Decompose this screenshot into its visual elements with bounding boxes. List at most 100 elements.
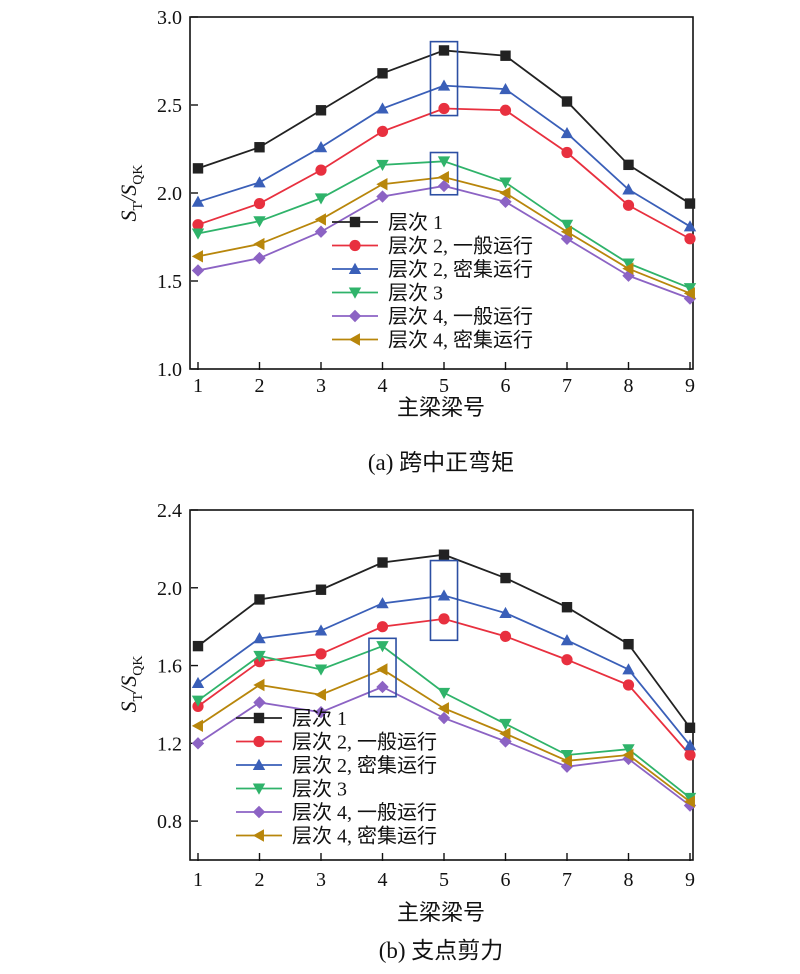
panel-a-series-5-point <box>376 190 389 203</box>
panel-b-plot-frame <box>189 509 694 861</box>
panel-a-series-3-point <box>437 79 451 91</box>
panel-b-series-5-point <box>314 706 328 719</box>
panel-a-y-tick-label: 2.0 <box>157 183 182 205</box>
panel-a-series-6-point <box>499 186 511 200</box>
panel-b-x-tick-label: 1 <box>193 869 203 891</box>
panel-b-y-tick-label: 1.6 <box>157 656 182 678</box>
panel-a-series-1-point <box>315 105 327 116</box>
panel-a-series-3-point <box>376 102 389 114</box>
panel-a-series-3-point <box>499 82 512 95</box>
panel-a-legend-marker <box>348 262 362 274</box>
panel-b-y-tick-label: 2.0 <box>157 578 182 600</box>
panel-a-series-3-point <box>683 220 697 232</box>
panel-b-series-1-point <box>438 549 450 560</box>
panel-b-series-1-point <box>315 584 327 595</box>
panel-b-series-3-point <box>376 597 389 609</box>
panel-b-series-3-point <box>560 634 574 646</box>
panel-a-series-3-point <box>314 141 328 153</box>
panel-b-series-6-point <box>683 795 695 808</box>
panel-b-x-tick-label: 2 <box>255 869 265 891</box>
panel-a-legend-marker <box>348 287 362 299</box>
panel-b-series-6-point <box>560 754 572 768</box>
panel-a-y-label-sub-qk: QK <box>131 165 146 185</box>
panel-a-legend-marker <box>348 333 360 346</box>
panel-b-series-3-point <box>683 739 697 751</box>
panel-a-series-1-point <box>438 45 450 56</box>
panel-a-legend-marker <box>349 216 361 228</box>
panel-a-y-label-sub-t: T <box>131 201 146 210</box>
panel-a-series-2-point <box>499 104 512 116</box>
panel-a-series-6-point <box>622 262 634 275</box>
panel-b-chart: 1 2 3 4 5 6 7 8 9 0.8 1.2 1.6 2.0 2.4 层次 1层次 2, 一般运行层… <box>116 500 697 963</box>
panel-a-legend-label: 层次 2, 一般运行 <box>388 235 533 258</box>
panel-b-legend-marker <box>252 805 266 819</box>
panel-b-series-3-point <box>437 589 451 601</box>
panel-a-x-tick-label: 5 <box>439 375 449 397</box>
panel-b-series-3-point <box>191 676 205 689</box>
panel-b-legend-label: 层次 3 <box>292 778 347 801</box>
panel-a-legend-label: 层次 2, 密集运行 <box>388 258 533 281</box>
panel-b-legend-marker <box>253 735 265 748</box>
panel-b-series-5-point <box>191 737 205 750</box>
panel-a-series-1-point <box>192 163 204 174</box>
panel-b-legend-marker <box>252 783 266 795</box>
panel-a-series-5-point <box>253 251 266 265</box>
panel-b-x-tick-label: 9 <box>685 869 695 891</box>
panel-b-x-tick-label: 4 <box>378 869 388 891</box>
panel-a-series-2-point <box>253 197 266 210</box>
panel-a-series-2-point <box>376 125 389 137</box>
panel-a-x-tick-label: 3 <box>316 375 326 397</box>
panel-b-series-2-point <box>684 749 696 761</box>
panel-a-x-tick-label: 2 <box>255 375 265 397</box>
panel-b-series-1-point <box>254 594 265 605</box>
panel-a-series-4-point <box>376 159 389 172</box>
panel-b-series-2-point <box>622 679 635 691</box>
panel-a-legend-label: 层次 1 <box>388 211 443 234</box>
panel-a-series-6-point <box>683 287 695 300</box>
panel-a-series-4-point <box>314 193 328 205</box>
panel-b-legend-label: 层次 4, 一般运行 <box>292 801 437 824</box>
panel-a-chart: 1 2 3 4 5 6 7 8 9 1.0 1.5 2.0 2.5 3.0 层次 1层次 2, 一般运行层… <box>116 7 697 475</box>
panel-b-legend-label: 层次 2, 密集运行 <box>292 754 437 777</box>
panel-b-marks: 1 2 3 4 5 6 7 8 9 0.8 1.2 1.6 2.0 2.4 <box>157 500 697 891</box>
panel-a-plot-frame <box>189 16 694 370</box>
panel-b-series-1-point <box>684 722 696 733</box>
panel-b-x-tick-label: 6 <box>501 869 511 891</box>
panel-b-legend-marker <box>252 758 266 770</box>
panel-b-x-tick-label: 5 <box>439 869 449 891</box>
panel-a-series-1-point <box>254 142 265 153</box>
panel-b-y-label-sub-t: T <box>131 692 146 701</box>
panel-b-series-4-point <box>622 744 635 756</box>
panel-a-series-3-point <box>622 183 635 195</box>
panel-b-series-4-point <box>314 664 328 676</box>
panel-b-series-4-point <box>499 718 512 731</box>
panel-a-y-tick-label: 1.0 <box>157 359 182 381</box>
panel-a-y-axis-label: ST/SQK <box>116 165 146 222</box>
panel-b-series-1-point <box>500 572 511 584</box>
panel-a-series-6-point <box>560 225 572 238</box>
panel-b-series-6-point <box>622 748 634 762</box>
panel-b-series-1-point <box>623 638 634 650</box>
panel-b-highlight-box <box>368 637 397 698</box>
panel-a-series-4-point <box>437 156 451 168</box>
panel-a-series-line-2 <box>197 107 691 240</box>
panel-a-series-6-point <box>437 170 449 184</box>
panel-a-series-2-point <box>315 164 327 176</box>
panel-a-series-6-point <box>191 250 203 263</box>
panel-a-y-tick-label: 1.5 <box>157 271 182 293</box>
panel-a-legend-marker <box>349 239 361 252</box>
panel-a-legend-marker <box>348 309 362 323</box>
panel-b-y-label-sub-qk: QK <box>131 656 146 676</box>
panel-b-series-5-point <box>499 735 512 748</box>
panel-b-series-2-point <box>376 621 389 633</box>
panel-a-series-6-point <box>253 237 265 251</box>
panel-a-series-5-point <box>191 264 205 277</box>
panel-a-series-2-point <box>192 219 204 231</box>
panel-b-series-2-point <box>438 613 450 625</box>
panel-b-series-3-point <box>253 632 266 644</box>
panel-a-series-4-point <box>499 177 512 189</box>
panel-b-x-axis-label: 主梁梁号 <box>397 900 485 925</box>
